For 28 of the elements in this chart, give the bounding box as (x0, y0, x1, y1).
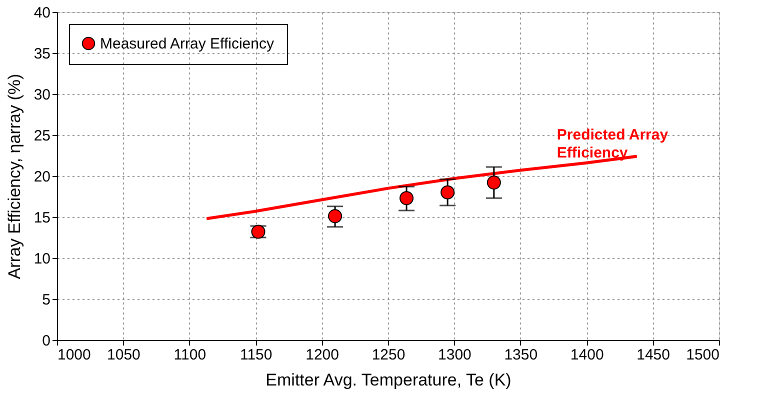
y-axis-title: Array Efficiency, ηarray (%) (4, 74, 24, 280)
x-tick-label: 1000 (58, 346, 91, 364)
y-tick-label: 35 (34, 46, 50, 62)
y-tick-label: 0 (42, 332, 50, 350)
y-tick-label: 30 (34, 86, 50, 104)
y-tick-label: 10 (34, 250, 50, 268)
x-tick-label: 1400 (570, 346, 604, 364)
point (486, 176, 501, 190)
x-tick-label: 1250 (372, 346, 406, 364)
point (440, 185, 455, 200)
y-tick-label: 15 (34, 210, 50, 226)
series-label: Predicted Array Efficiency (556, 126, 669, 162)
y-tick-label: 40 (34, 4, 50, 22)
y-tick-label: 25 (34, 128, 50, 144)
x-tick-label: 1350 (504, 346, 538, 364)
legend-label: Measured Array Efficiency (100, 36, 274, 52)
x-tick-label: 1450 (636, 346, 670, 364)
x-tick-label: 1500 (686, 346, 720, 364)
y-tick-label: 5 (42, 292, 50, 308)
x-tick-label: 1100 (174, 346, 206, 364)
x-tick-label: 1300 (438, 346, 472, 364)
x-axis-title: Emitter Avg. Temperature, Te (K) (266, 370, 512, 390)
x-tick-label: 1050 (107, 346, 140, 364)
point (328, 209, 342, 224)
y-tick-label: 20 (34, 168, 50, 186)
point (400, 191, 414, 206)
x-tick-label: 1150 (240, 346, 272, 364)
x-tick-label: 1200 (306, 346, 339, 364)
